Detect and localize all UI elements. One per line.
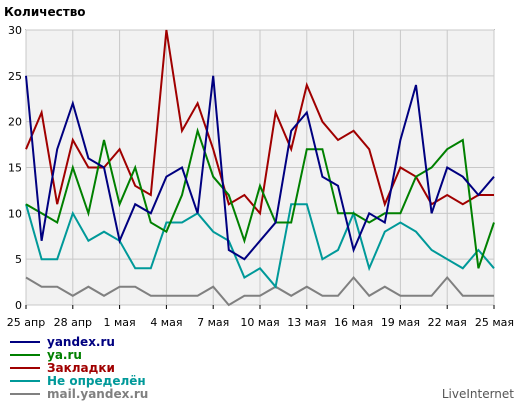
chart-title: Количество [4,5,86,19]
x-tick-label: 1 мая [104,316,136,329]
x-tick-label: 4 мая [150,316,182,329]
y-tick-label: 15 [8,162,22,175]
grid-lines [25,29,495,306]
x-tick-label: 22 мая [428,316,467,329]
series-line-1 [25,127,495,269]
x-tick-label: 16 мая [334,316,373,329]
y-tick-label: 30 [8,24,22,37]
y-tick-label: 10 [8,207,22,220]
x-tick-label: 10 мая [240,316,279,329]
legend-label: Не определён [47,374,146,388]
y-tick-label: 5 [15,253,22,266]
x-tick-label: 25 апр [7,316,45,329]
legend-label: mail.yandex.ru [47,387,148,401]
axis-ticks: 0 5 10 15 20 25 30 25 апр 28 апр 1 мая 4 мая 7 мая 1… [7,24,514,329]
series-line-3 [25,203,495,289]
brand-label: LiveInternet [442,387,514,401]
x-tick-label: 7 мая [197,316,229,329]
x-tick-label: 19 мая [381,316,420,329]
legend-label: Закладки [47,361,115,375]
legend-label: ya.ru [47,348,82,362]
x-tick-label: 13 мая [287,316,326,329]
series-line-4 [25,275,494,307]
legend-label: yandex.ru [47,335,115,349]
x-tick-label: 25 мая [475,316,514,329]
y-tick-label: 25 [8,70,22,83]
y-tick-label: 0 [15,299,22,312]
y-tick-label: 20 [8,116,22,129]
series-line-0 [25,75,495,261]
x-tick-label: 28 апр [54,316,92,329]
series-lines [25,29,495,307]
